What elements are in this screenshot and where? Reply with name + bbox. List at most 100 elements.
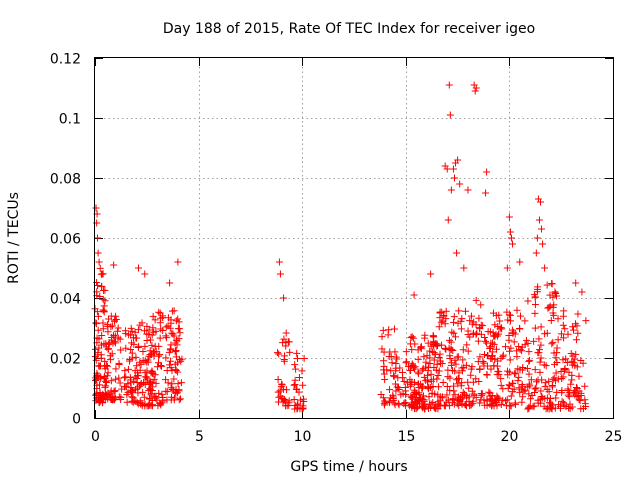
- data-point: [495, 330, 503, 338]
- x-tick-label: 10: [294, 429, 312, 445]
- data-point: [282, 402, 290, 410]
- data-point: [147, 390, 155, 398]
- data-point: [380, 366, 388, 374]
- data-point: [399, 390, 407, 398]
- data-point: [300, 355, 308, 363]
- data-point: [167, 357, 175, 365]
- data-point: [541, 264, 549, 272]
- data-point: [101, 357, 109, 365]
- data-point: [402, 402, 410, 410]
- data-point: [417, 343, 425, 351]
- data-point: [474, 337, 482, 345]
- data-point: [130, 378, 138, 386]
- data-point: [106, 339, 114, 347]
- data-point: [537, 341, 545, 349]
- data-point: [449, 396, 457, 404]
- data-point: [432, 405, 440, 413]
- data-point: [105, 340, 113, 348]
- data-point: [93, 234, 101, 242]
- data-point: [483, 168, 491, 176]
- data-point: [379, 326, 387, 334]
- data-point: [483, 371, 491, 379]
- data-point: [290, 381, 298, 389]
- data-point: [391, 380, 399, 388]
- data-point: [92, 319, 100, 327]
- data-point: [561, 325, 569, 333]
- data-point: [538, 376, 546, 384]
- data-point: [411, 391, 419, 399]
- data-point: [507, 344, 515, 352]
- y-axis-label: ROTI / TECUs: [6, 192, 22, 284]
- data-point: [426, 347, 434, 355]
- data-point: [530, 402, 538, 410]
- data-point: [386, 348, 394, 356]
- data-point: [100, 308, 108, 316]
- data-point: [94, 312, 102, 320]
- data-point: [434, 371, 442, 379]
- data-point: [165, 361, 173, 369]
- data-point: [390, 372, 398, 380]
- data-point: [497, 375, 505, 383]
- data-point: [581, 382, 589, 390]
- data-point: [411, 340, 419, 348]
- data-point: [483, 352, 491, 360]
- data-point: [457, 325, 465, 333]
- data-point: [482, 189, 490, 197]
- data-point: [451, 391, 459, 399]
- data-point: [483, 362, 491, 370]
- data-point: [99, 325, 107, 333]
- data-point: [482, 337, 490, 345]
- data-point: [389, 393, 397, 401]
- data-point: [389, 391, 397, 399]
- data-point: [294, 404, 302, 412]
- data-point: [510, 338, 518, 346]
- data-point: [114, 324, 122, 332]
- data-point: [388, 359, 396, 367]
- data-point: [531, 366, 539, 374]
- data-point: [455, 369, 463, 377]
- data-point: [131, 385, 139, 393]
- data-point: [273, 349, 281, 357]
- data-point: [433, 360, 441, 368]
- data-point: [299, 381, 307, 389]
- data-point: [537, 387, 545, 395]
- data-point: [537, 323, 545, 331]
- data-point: [103, 391, 111, 399]
- data-point: [420, 396, 428, 404]
- data-point: [112, 375, 120, 383]
- data-point: [570, 326, 578, 334]
- data-point: [291, 405, 299, 413]
- data-point: [492, 345, 500, 353]
- data-point: [562, 355, 570, 363]
- data-point: [522, 336, 530, 344]
- data-point: [122, 373, 130, 381]
- data-point: [113, 327, 121, 335]
- data-point: [380, 370, 388, 378]
- data-point: [506, 228, 514, 236]
- data-point: [472, 375, 480, 383]
- data-point: [95, 258, 103, 266]
- data-point: [503, 396, 511, 404]
- data-point: [518, 347, 526, 355]
- data-point: [156, 334, 164, 342]
- data-point: [165, 348, 173, 356]
- data-point: [564, 330, 572, 338]
- data-point: [122, 344, 130, 352]
- data-point: [505, 347, 513, 355]
- data-point: [560, 334, 568, 342]
- data-point: [97, 341, 105, 349]
- data-point: [162, 323, 170, 331]
- data-point: [170, 332, 178, 340]
- data-point: [505, 213, 513, 221]
- data-point: [414, 355, 422, 363]
- data-point: [582, 317, 590, 325]
- data-point: [470, 318, 478, 326]
- data-point: [512, 369, 520, 377]
- data-point: [447, 186, 455, 194]
- data-point: [131, 328, 139, 336]
- data-point: [545, 405, 553, 413]
- data-point: [493, 402, 501, 410]
- data-point: [493, 362, 501, 370]
- data-point: [137, 360, 145, 368]
- data-point: [494, 394, 502, 402]
